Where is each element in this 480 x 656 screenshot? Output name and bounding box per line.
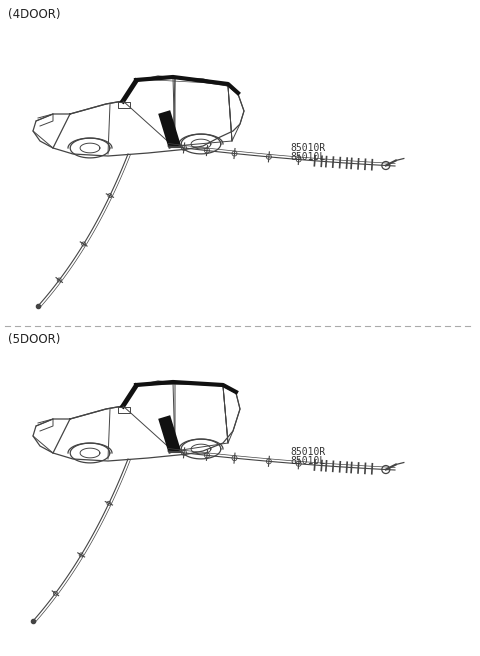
Text: 85010L: 85010L bbox=[290, 152, 325, 162]
Text: (5DOOR): (5DOOR) bbox=[8, 333, 60, 346]
Text: 85010L: 85010L bbox=[290, 456, 325, 466]
Text: (4DOOR): (4DOOR) bbox=[8, 8, 60, 21]
Text: 85010R: 85010R bbox=[290, 143, 325, 153]
Text: 85010R: 85010R bbox=[290, 447, 325, 457]
